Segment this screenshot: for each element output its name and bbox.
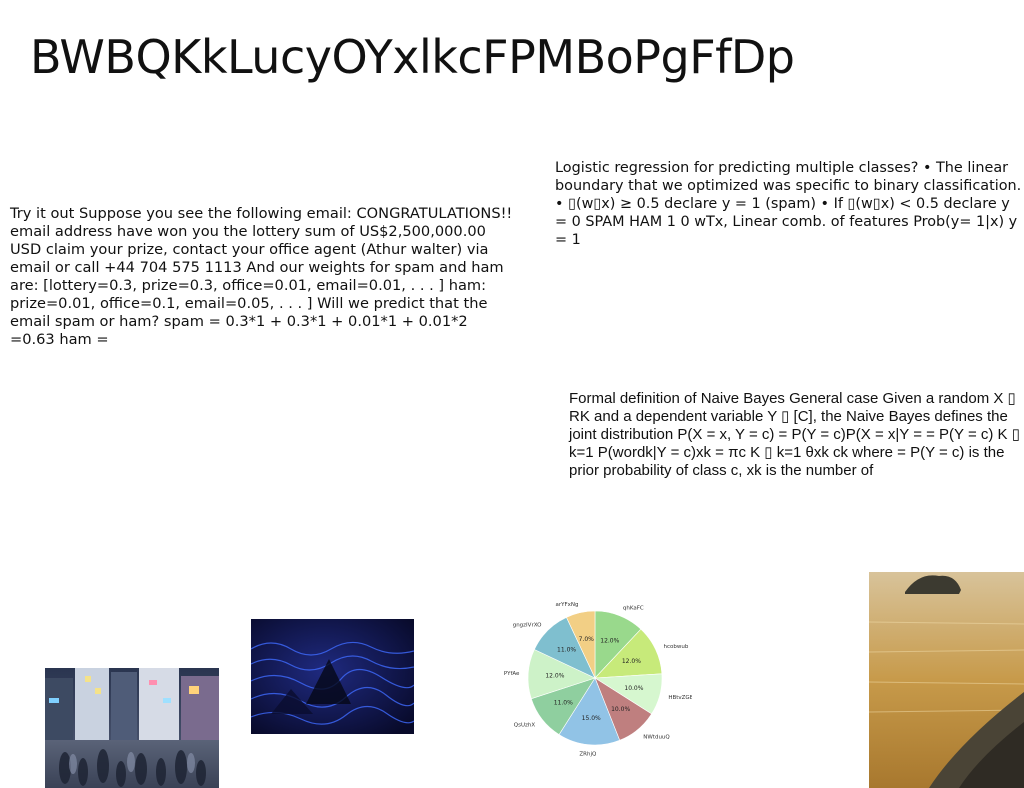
pie-slice-ZRhjQ — [558, 677, 621, 746]
pie-percent-label: 12.0% — [600, 638, 619, 645]
pie-category-label: qhKaFC — [623, 606, 644, 612]
pie-percent-label: 11.0% — [557, 647, 576, 654]
naive-bayes-paragraph: Formal definition of Naive Bayes General… — [569, 390, 1020, 479]
abstract-waves-photo — [251, 619, 414, 734]
pie-category-label: NWtduuQ — [643, 734, 670, 740]
pie-slice-arYFxNg — [566, 610, 596, 679]
pie-percent-label: 10.0% — [611, 706, 630, 713]
pie-category-label: hcobwub — [664, 644, 689, 650]
city-street-photo — [45, 668, 219, 788]
pie-category-label: PYfAe — [504, 671, 520, 677]
pie-percent-label: 12.0% — [622, 658, 641, 665]
logistic-regression-paragraph: Logistic regression for predicting multi… — [555, 160, 1022, 248]
pie-category-label: QsUzhX — [514, 722, 536, 728]
pie-category-label: HBtvZGBLoR — [668, 695, 692, 701]
pie-percent-label: 7.0% — [579, 636, 595, 643]
pie-percent-label: 10.0% — [624, 685, 643, 692]
pie-category-label: ZRhjQ — [579, 751, 597, 757]
pie-percent-label: 11.0% — [554, 700, 573, 707]
pie-percent-label: 15.0% — [582, 715, 601, 722]
email-example-paragraph: Try it out Suppose you see the following… — [10, 205, 513, 348]
sea-shore-photo — [869, 572, 1024, 788]
pie-category-label: gngzIVrXO — [513, 622, 542, 628]
pie-category-label: arYFxNg — [555, 602, 578, 608]
pie-percent-label: 12.0% — [545, 672, 564, 679]
page-title: BWBQKkLucyOYxlkcFPMBoPgFfDp — [30, 30, 795, 84]
pie-chart: 12.0% 12.0% 10.0% 10.0% 15.0% 11.0% 12.0% 11.0%… — [504, 602, 692, 757]
